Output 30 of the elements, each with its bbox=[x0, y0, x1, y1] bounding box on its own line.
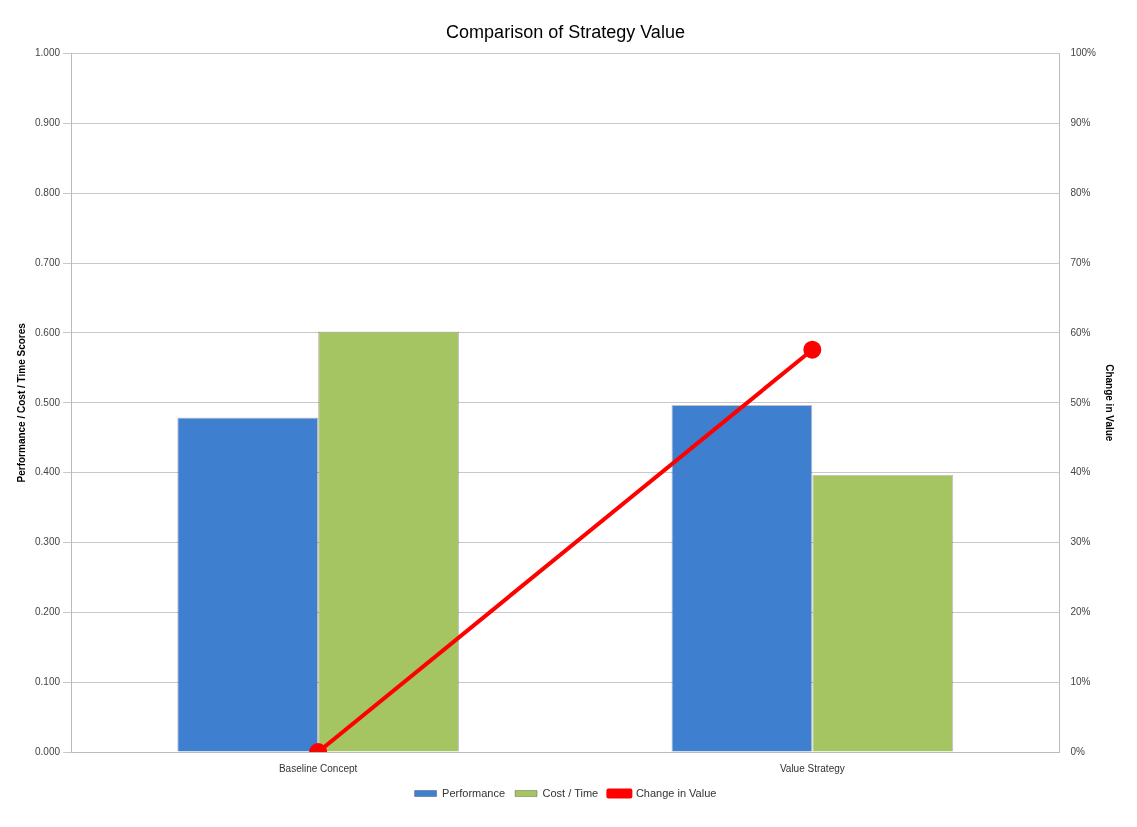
y2-tick-label: 0% bbox=[1070, 745, 1085, 757]
y-tick-label: 0.300 bbox=[34, 536, 61, 548]
y2-tick-label: 10% bbox=[1070, 675, 1091, 687]
y-tick-label: 0.100 bbox=[34, 675, 61, 687]
chart-title: Comparison of Strategy Value bbox=[446, 21, 685, 42]
y-axis-title: Performance / Cost / Time Scores bbox=[15, 322, 27, 483]
y2-tick-label: 50% bbox=[1070, 396, 1091, 408]
y-tick-label: 0.200 bbox=[34, 606, 61, 618]
x-tick-label: Baseline Concept bbox=[278, 762, 358, 774]
legend-label: Change in Value bbox=[635, 786, 717, 799]
y-tick-label: 1.000 bbox=[34, 47, 61, 59]
y2-tick-label: 80% bbox=[1070, 187, 1091, 199]
y-tick-label: 0.400 bbox=[34, 466, 61, 478]
legend-label: Performance bbox=[442, 786, 506, 799]
y-tick-label: 0.800 bbox=[34, 187, 61, 199]
y-tick-label: 0.500 bbox=[34, 396, 61, 408]
y2-tick-label: 30% bbox=[1070, 536, 1091, 548]
legend-label: Cost / Time bbox=[542, 786, 599, 799]
y2-tick-label: 60% bbox=[1070, 326, 1091, 338]
y2-tick-label: 40% bbox=[1070, 466, 1091, 478]
x-tick-label: Value Strategy bbox=[779, 762, 845, 774]
y2-tick-label: 90% bbox=[1070, 117, 1091, 129]
y-tick-label: 0.600 bbox=[34, 326, 61, 338]
y2-tick-label: 20% bbox=[1070, 606, 1091, 618]
y-tick-label: 0.900 bbox=[34, 117, 61, 129]
y2-tick-label: 100% bbox=[1070, 47, 1097, 59]
y2-tick-label: 70% bbox=[1070, 256, 1091, 268]
y-tick-label: 0.000 bbox=[34, 745, 61, 757]
y-tick-label: 0.700 bbox=[34, 256, 61, 268]
y2-axis-title: Change in Value bbox=[1104, 364, 1116, 442]
